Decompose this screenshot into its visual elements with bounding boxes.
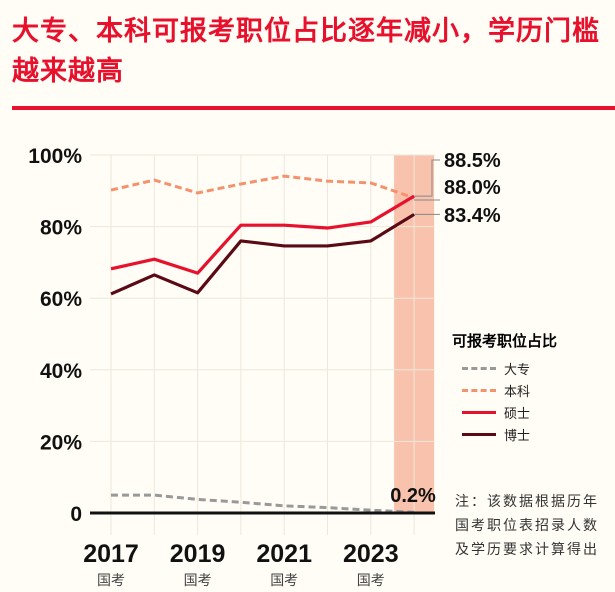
legend-item: 本科	[452, 379, 557, 401]
title-underline	[12, 106, 615, 110]
x-tick-label: 2023	[343, 540, 399, 568]
y-tick-label: 80%	[40, 217, 82, 240]
data-label: 83.4%	[444, 205, 501, 227]
x-tick-sublabel: 国考	[97, 573, 125, 589]
y-tick-label: 60%	[40, 288, 82, 311]
y-tick-label: 40%	[40, 360, 82, 383]
series-line-硕士	[110, 194, 415, 275]
legend-label: 大专	[504, 362, 531, 378]
x-tick-sublabel: 国考	[270, 573, 298, 589]
x-tick-sublabel: 国考	[184, 573, 212, 589]
chart-title: 大专、本科可报考职位占比逐年减小，学历门槛越来越高	[12, 16, 600, 87]
x-tick-sublabel: 国考	[357, 573, 385, 589]
series-line-本科	[110, 174, 415, 200]
legend-swatch	[462, 366, 496, 370]
legend-item: 大专	[452, 357, 557, 379]
legend-label: 硕士	[504, 406, 531, 422]
x-tick-label: 2017	[83, 540, 139, 568]
legend: 可报考职位占比 大专本科硕士博士	[452, 330, 557, 445]
legend-item: 硕士	[452, 401, 557, 423]
y-tick-label: 0	[70, 503, 82, 526]
series-line-博士	[110, 213, 415, 296]
footnote: 注：该数据根据历年国考职位表招录人数及学历要求计算得出	[455, 494, 599, 558]
data-label: 88.0%	[444, 177, 501, 199]
legend-swatch	[462, 410, 496, 414]
series-line-大专	[111, 493, 415, 514]
annotation-leader	[414, 159, 440, 197]
data-label: 0.2%	[390, 485, 436, 507]
legend-swatch	[462, 388, 496, 392]
y-tick-label: 100%	[28, 145, 82, 168]
legend-label: 博士	[504, 428, 531, 444]
legend-item: 博士	[452, 423, 557, 445]
legend-label: 本科	[504, 384, 531, 400]
y-tick-label: 20%	[40, 431, 82, 454]
x-tick-label: 2019	[170, 540, 226, 568]
data-label: 88.5%	[444, 150, 501, 172]
x-tick-label: 2021	[256, 540, 312, 568]
legend-title: 可报考职位占比	[452, 332, 558, 350]
legend-swatch	[462, 432, 496, 436]
